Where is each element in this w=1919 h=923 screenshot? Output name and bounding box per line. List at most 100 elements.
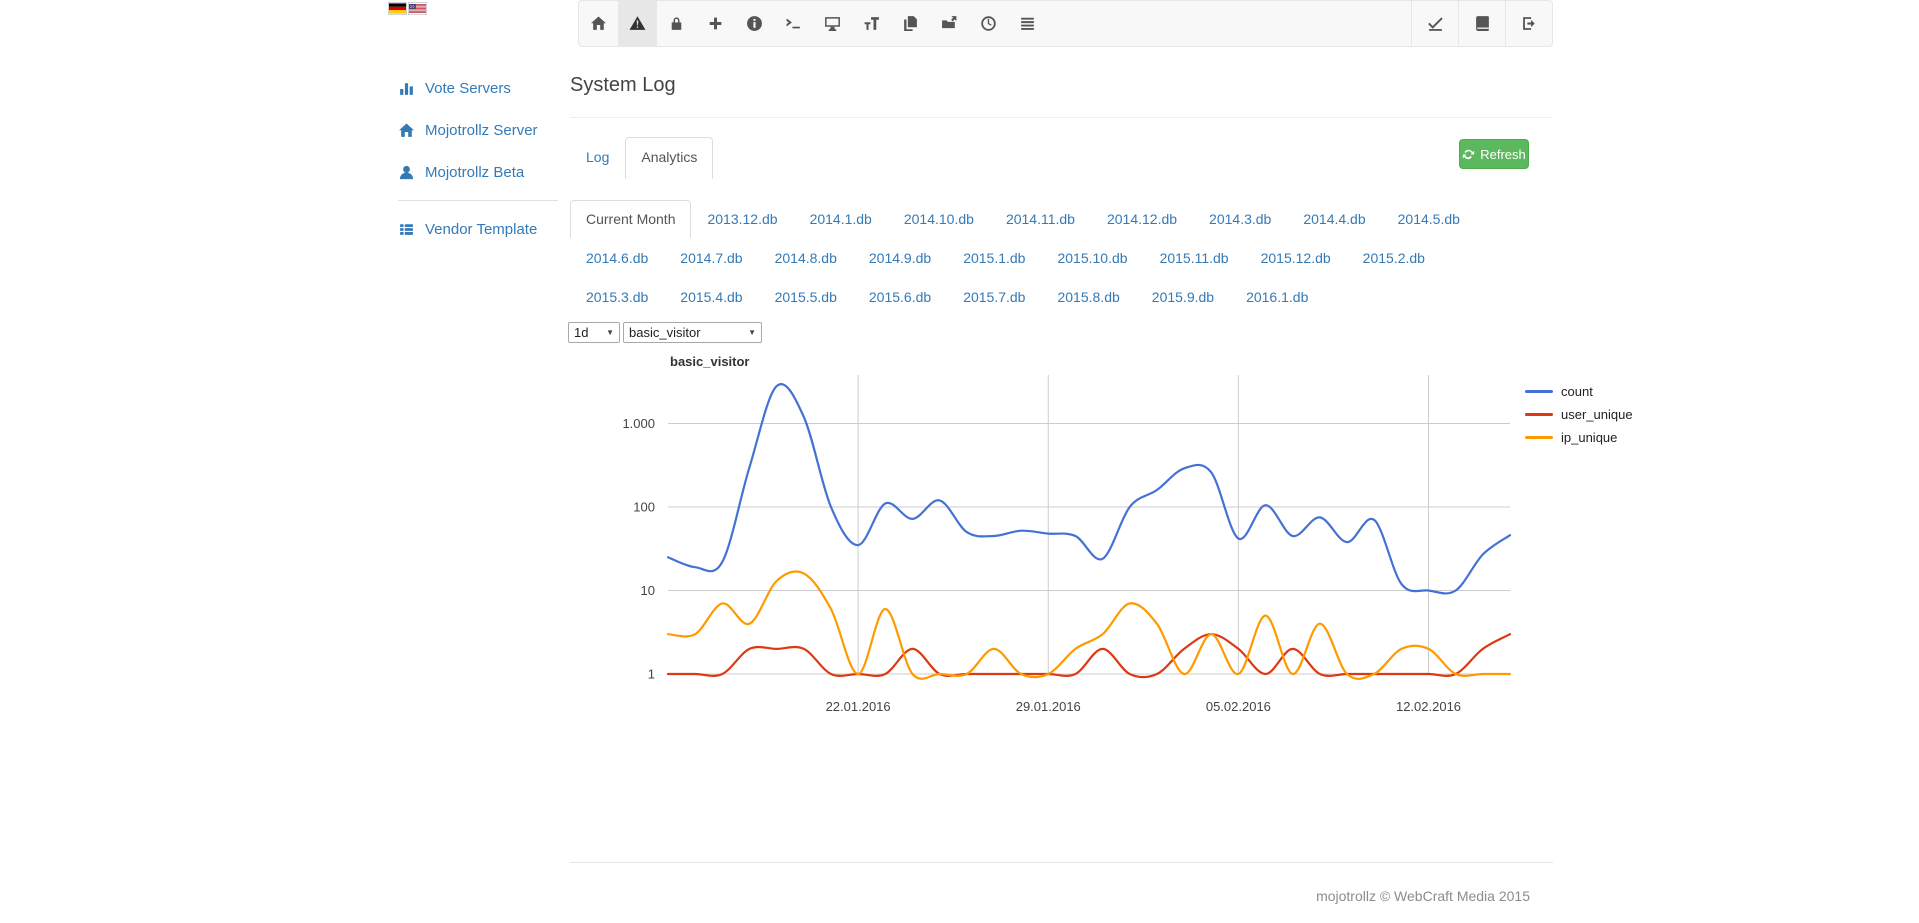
db-tab-2015-7-db[interactable]: 2015.7.db	[947, 278, 1041, 316]
db-tab-2014-5-db[interactable]: 2014.5.db	[1382, 200, 1476, 238]
db-tab-2014-8-db[interactable]: 2014.8.db	[759, 239, 853, 277]
interval-select[interactable]: 1d ▼	[568, 322, 620, 343]
sidebar-item-vendor-template[interactable]: Vendor Template	[398, 208, 558, 250]
db-tab-row: 2014.6.db2014.7.db2014.8.db2014.9.db2015…	[570, 239, 1560, 277]
sidebar-nav: Vote Servers Mojotrollz Server Mojotrollz …	[398, 67, 558, 250]
toolbar-sign-out-button[interactable]	[1505, 1, 1552, 46]
db-tab-2015-12-db[interactable]: 2015.12.db	[1245, 239, 1347, 277]
db-tab-2016-1-db[interactable]: 2016.1.db	[1230, 278, 1324, 316]
db-tab-2014-12-db[interactable]: 2014.12.db	[1091, 200, 1193, 238]
sidebar-divider	[398, 200, 558, 201]
y-axis-tick-label: 100	[633, 500, 655, 515]
toolbar-home-button[interactable]	[579, 1, 618, 46]
db-tab-2015-1-db[interactable]: 2015.1.db	[947, 239, 1041, 277]
db-tab-2015-8-db[interactable]: 2015.8.db	[1041, 278, 1135, 316]
tab-analytics[interactable]: Analytics	[625, 137, 713, 179]
toolbar-right-group	[1411, 1, 1552, 46]
legend-item-ip_unique: ip_unique	[1525, 427, 1633, 447]
lock-icon	[668, 15, 685, 32]
refresh-icon	[1462, 148, 1475, 161]
user-icon	[398, 164, 415, 181]
db-tab-2015-10-db[interactable]: 2015.10.db	[1041, 239, 1143, 277]
toolbar-folder-open-button[interactable]	[930, 1, 969, 46]
legend-swatch	[1525, 390, 1553, 393]
view-tabs: LogAnalytics	[570, 137, 713, 179]
db-tab-2015-5-db[interactable]: 2015.5.db	[759, 278, 853, 316]
db-tab-2014-6-db[interactable]: 2014.6.db	[570, 239, 664, 277]
db-tab-2015-2-db[interactable]: 2015.2.db	[1347, 239, 1441, 277]
german-flag-icon[interactable]	[389, 3, 406, 14]
toolbar-copy-button[interactable]	[891, 1, 930, 46]
sidebar-item-mojotrollz-beta[interactable]: Mojotrollz Beta	[398, 151, 558, 193]
legend-swatch	[1525, 413, 1553, 416]
db-tab-row: 2015.3.db2015.4.db2015.5.db2015.6.db2015…	[570, 278, 1560, 316]
series-line-ip_unique	[668, 571, 1510, 678]
title-divider	[570, 117, 1553, 118]
refresh-button-label: Refresh	[1480, 147, 1526, 162]
legend-label: count	[1561, 384, 1593, 399]
toolbar-list-button[interactable]	[1008, 1, 1047, 46]
chevron-down-icon: ▼	[606, 328, 614, 337]
toolbar-book-button[interactable]	[1458, 1, 1505, 46]
sidebar-item-label: Vote Servers	[425, 80, 511, 97]
download-icon	[1427, 15, 1444, 32]
db-tab-2014-11-db[interactable]: 2014.11.db	[990, 200, 1091, 238]
text-height-icon	[863, 15, 880, 32]
db-tab-2014-9-db[interactable]: 2014.9.db	[853, 239, 947, 277]
home-icon	[590, 15, 607, 32]
toolbar-clock-button[interactable]	[969, 1, 1008, 46]
db-tab-2015-6-db[interactable]: 2015.6.db	[853, 278, 947, 316]
plus-icon	[707, 15, 724, 32]
db-tab-2015-9-db[interactable]: 2015.9.db	[1136, 278, 1230, 316]
sidebar-item-label: Mojotrollz Beta	[425, 164, 524, 181]
sidebar-item-label: Mojotrollz Server	[425, 122, 538, 139]
footer-divider	[570, 862, 1553, 863]
legend-swatch	[1525, 436, 1553, 439]
tab-log[interactable]: Log	[570, 137, 625, 179]
toolbar-desktop-button[interactable]	[813, 1, 852, 46]
db-tab-current-month[interactable]: Current Month	[570, 200, 691, 238]
y-axis-tick-label: 1	[648, 667, 655, 682]
db-tab-2014-3-db[interactable]: 2014.3.db	[1193, 200, 1287, 238]
db-tab-2015-4-db[interactable]: 2015.4.db	[664, 278, 758, 316]
db-tab-2013-12-db[interactable]: 2013.12.db	[691, 200, 793, 238]
series-line-count	[668, 384, 1510, 593]
home-icon	[398, 122, 415, 139]
legend-label: user_unique	[1561, 407, 1633, 422]
toolbar-info-button[interactable]	[735, 1, 774, 46]
interval-select-value: 1d	[574, 325, 588, 340]
sidebar-item-mojotrollz-server[interactable]: Mojotrollz Server	[398, 109, 558, 151]
language-switcher	[389, 3, 426, 14]
book-icon	[1474, 15, 1491, 32]
desktop-icon	[824, 15, 841, 32]
toolbar-download-button[interactable]	[1411, 1, 1458, 46]
db-tab-row: Current Month2013.12.db2014.1.db2014.10.…	[570, 200, 1560, 238]
refresh-icon	[1462, 148, 1475, 161]
page-title: System Log	[570, 74, 676, 97]
sidebar-item-vote-servers[interactable]: Vote Servers	[398, 67, 558, 109]
legend-item-count: count	[1525, 381, 1633, 401]
db-tab-2014-4-db[interactable]: 2014.4.db	[1287, 200, 1381, 238]
db-tab-2015-11-db[interactable]: 2015.11.db	[1144, 239, 1245, 277]
y-axis-tick-label: 1.000	[622, 416, 655, 431]
terminal-icon	[785, 15, 802, 32]
refresh-button[interactable]: Refresh	[1459, 139, 1529, 169]
db-tab-2014-1-db[interactable]: 2014.1.db	[794, 200, 888, 238]
toolbar-warning-button[interactable]	[618, 1, 657, 46]
db-tab-2014-7-db[interactable]: 2014.7.db	[664, 239, 758, 277]
bar-chart-icon	[398, 80, 415, 97]
legend-item-user_unique: user_unique	[1525, 404, 1633, 424]
toolbar-text-height-button[interactable]	[852, 1, 891, 46]
toolbar-plus-button[interactable]	[696, 1, 735, 46]
folder-open-icon	[941, 15, 958, 32]
list-icon	[1019, 15, 1036, 32]
db-tab-2015-3-db[interactable]: 2015.3.db	[570, 278, 664, 316]
toolbar-terminal-button[interactable]	[774, 1, 813, 46]
x-axis-tick-label: 12.02.2016	[1396, 699, 1461, 714]
chevron-down-icon: ▼	[748, 328, 756, 337]
db-tab-2014-10-db[interactable]: 2014.10.db	[888, 200, 990, 238]
database-tabs: Current Month2013.12.db2014.1.db2014.10.…	[570, 200, 1560, 317]
us-flag-icon[interactable]	[409, 3, 426, 14]
metric-select[interactable]: basic_visitor ▼	[623, 322, 762, 343]
toolbar-lock-button[interactable]	[657, 1, 696, 46]
